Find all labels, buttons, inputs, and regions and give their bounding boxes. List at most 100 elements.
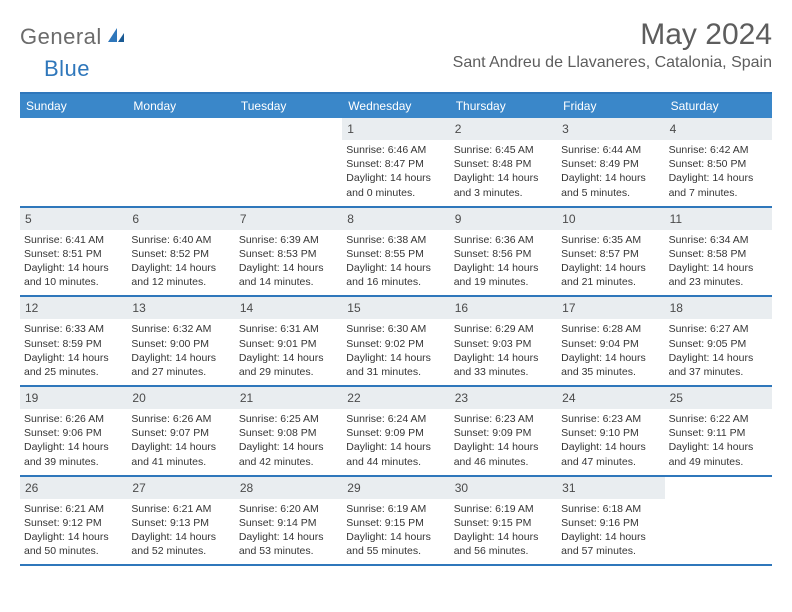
day-number: 31 bbox=[562, 481, 575, 495]
day-number: 10 bbox=[562, 212, 575, 226]
daylight-text: and 39 minutes. bbox=[24, 455, 123, 469]
day-cell: 24Sunrise: 6:23 AMSunset: 9:10 PMDayligh… bbox=[557, 387, 664, 475]
empty-cell bbox=[665, 477, 772, 565]
sunset-text: Sunset: 8:50 PM bbox=[669, 157, 768, 171]
sunrise-text: Sunrise: 6:19 AM bbox=[346, 502, 445, 516]
sunrise-text: Sunrise: 6:26 AM bbox=[24, 412, 123, 426]
daylight-text: and 7 minutes. bbox=[669, 186, 768, 200]
daylight-text: Daylight: 14 hours bbox=[669, 171, 768, 185]
daylight-text: and 41 minutes. bbox=[131, 455, 230, 469]
day-cell: 26Sunrise: 6:21 AMSunset: 9:12 PMDayligh… bbox=[20, 477, 127, 565]
day-number-bar: 16 bbox=[450, 297, 557, 319]
day-cell: 5Sunrise: 6:41 AMSunset: 8:51 PMDaylight… bbox=[20, 208, 127, 296]
day-number-bar: 15 bbox=[342, 297, 449, 319]
daylight-text: Daylight: 14 hours bbox=[239, 440, 338, 454]
day-number: 26 bbox=[25, 481, 38, 495]
day-cell: 19Sunrise: 6:26 AMSunset: 9:06 PMDayligh… bbox=[20, 387, 127, 475]
sunset-text: Sunset: 9:15 PM bbox=[454, 516, 553, 530]
day-number: 27 bbox=[132, 481, 145, 495]
sunrise-text: Sunrise: 6:26 AM bbox=[131, 412, 230, 426]
day-number: 5 bbox=[25, 212, 32, 226]
day-number: 30 bbox=[455, 481, 468, 495]
daylight-text: Daylight: 14 hours bbox=[561, 261, 660, 275]
day-number-bar: 20 bbox=[127, 387, 234, 409]
daylight-text: and 52 minutes. bbox=[131, 544, 230, 558]
day-number-bar: 29 bbox=[342, 477, 449, 499]
sunset-text: Sunset: 9:14 PM bbox=[239, 516, 338, 530]
sunset-text: Sunset: 9:04 PM bbox=[561, 337, 660, 351]
sunrise-text: Sunrise: 6:46 AM bbox=[346, 143, 445, 157]
day-cell: 2Sunrise: 6:45 AMSunset: 8:48 PMDaylight… bbox=[450, 118, 557, 206]
day-number-bar: 17 bbox=[557, 297, 664, 319]
day-number: 24 bbox=[562, 391, 575, 405]
day-number: 8 bbox=[347, 212, 354, 226]
day-number-bar: 8 bbox=[342, 208, 449, 230]
sunrise-text: Sunrise: 6:40 AM bbox=[131, 233, 230, 247]
sunrise-text: Sunrise: 6:39 AM bbox=[239, 233, 338, 247]
daylight-text: Daylight: 14 hours bbox=[454, 261, 553, 275]
dow-label: Monday bbox=[127, 94, 234, 118]
dow-label: Wednesday bbox=[342, 94, 449, 118]
day-cell: 30Sunrise: 6:19 AMSunset: 9:15 PMDayligh… bbox=[450, 477, 557, 565]
daylight-text: Daylight: 14 hours bbox=[561, 530, 660, 544]
dow-label: Tuesday bbox=[235, 94, 342, 118]
sunrise-text: Sunrise: 6:21 AM bbox=[24, 502, 123, 516]
daylight-text: and 35 minutes. bbox=[561, 365, 660, 379]
day-number: 28 bbox=[240, 481, 253, 495]
day-cell: 11Sunrise: 6:34 AMSunset: 8:58 PMDayligh… bbox=[665, 208, 772, 296]
day-cell: 7Sunrise: 6:39 AMSunset: 8:53 PMDaylight… bbox=[235, 208, 342, 296]
week-row: 19Sunrise: 6:26 AMSunset: 9:06 PMDayligh… bbox=[20, 387, 772, 477]
daylight-text: and 5 minutes. bbox=[561, 186, 660, 200]
sunrise-text: Sunrise: 6:34 AM bbox=[669, 233, 768, 247]
day-cell: 29 Sunrise: 6:19 AMSunset: 9:15 PMDayligh… bbox=[342, 477, 449, 565]
day-cell: 14Sunrise: 6:31 AMSunset: 9:01 PMDayligh… bbox=[235, 297, 342, 385]
day-number-bar: 22 bbox=[342, 387, 449, 409]
dow-label: Thursday bbox=[450, 94, 557, 118]
day-cell: 6Sunrise: 6:40 AMSunset: 8:52 PMDaylight… bbox=[127, 208, 234, 296]
sunset-text: Sunset: 9:09 PM bbox=[346, 426, 445, 440]
day-number: 16 bbox=[455, 301, 468, 315]
daylight-text: Daylight: 14 hours bbox=[131, 351, 230, 365]
day-cell: 21Sunrise: 6:25 AMSunset: 9:08 PMDayligh… bbox=[235, 387, 342, 475]
daylight-text: Daylight: 14 hours bbox=[346, 530, 445, 544]
daylight-text: Daylight: 14 hours bbox=[561, 351, 660, 365]
day-cell: 1Sunrise: 6:46 AMSunset: 8:47 PMDaylight… bbox=[342, 118, 449, 206]
day-cell: 4Sunrise: 6:42 AMSunset: 8:50 PMDaylight… bbox=[665, 118, 772, 206]
daylight-text: and 46 minutes. bbox=[454, 455, 553, 469]
day-number: 1 bbox=[347, 122, 354, 136]
day-number-bar: 30 bbox=[450, 477, 557, 499]
title-block: May 2024 Sant Andreu de Llavaneres, Cata… bbox=[453, 18, 772, 72]
dow-label: Saturday bbox=[665, 94, 772, 118]
daylight-text: Daylight: 14 hours bbox=[24, 440, 123, 454]
daylight-text: Daylight: 14 hours bbox=[561, 171, 660, 185]
daylight-text: Daylight: 14 hours bbox=[454, 351, 553, 365]
day-number: 14 bbox=[240, 301, 253, 315]
sunset-text: Sunset: 9:02 PM bbox=[346, 337, 445, 351]
daylight-text: and 57 minutes. bbox=[561, 544, 660, 558]
sunset-text: Sunset: 9:15 PM bbox=[346, 516, 445, 530]
day-cell: 22Sunrise: 6:24 AMSunset: 9:09 PMDayligh… bbox=[342, 387, 449, 475]
daylight-text: and 53 minutes. bbox=[239, 544, 338, 558]
daylight-text: and 31 minutes. bbox=[346, 365, 445, 379]
sunrise-text: Sunrise: 6:30 AM bbox=[346, 322, 445, 336]
day-number-bar: 25 bbox=[665, 387, 772, 409]
daylight-text: and 33 minutes. bbox=[454, 365, 553, 379]
daylight-text: Daylight: 14 hours bbox=[346, 261, 445, 275]
sunrise-text: Sunrise: 6:22 AM bbox=[669, 412, 768, 426]
sunrise-text: Sunrise: 6:20 AM bbox=[239, 502, 338, 516]
daylight-text: and 50 minutes. bbox=[24, 544, 123, 558]
sunrise-text: Sunrise: 6:41 AM bbox=[24, 233, 123, 247]
daylight-text: and 29 minutes. bbox=[239, 365, 338, 379]
day-number: 20 bbox=[132, 391, 145, 405]
day-number: 15 bbox=[347, 301, 360, 315]
day-number-bar: 27 bbox=[127, 477, 234, 499]
sunrise-text: Sunrise: 6:31 AM bbox=[239, 322, 338, 336]
daylight-text: and 42 minutes. bbox=[239, 455, 338, 469]
daylight-text: and 44 minutes. bbox=[346, 455, 445, 469]
sunrise-text: Sunrise: 6:36 AM bbox=[454, 233, 553, 247]
brand-logo: General bbox=[20, 24, 128, 50]
day-number-bar: 31 bbox=[557, 477, 664, 499]
sunset-text: Sunset: 9:05 PM bbox=[669, 337, 768, 351]
calendar-page: General May 2024 Sant Andreu de Llavaner… bbox=[0, 0, 792, 566]
day-number: 7 bbox=[240, 212, 247, 226]
